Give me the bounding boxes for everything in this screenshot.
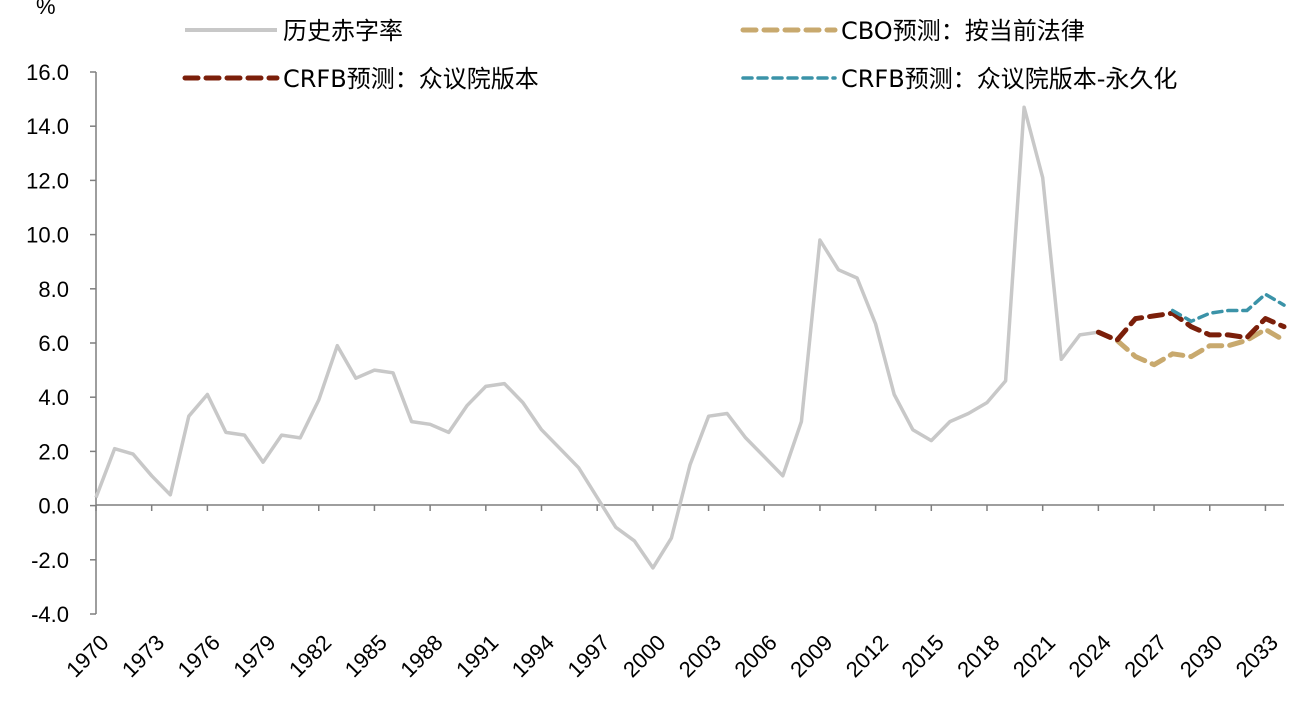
x-tick-label: 2018 xyxy=(952,630,1004,682)
y-tick-label: 2.0 xyxy=(38,439,69,464)
series-line-1 xyxy=(94,105,1099,570)
y-tick-label: -4.0 xyxy=(31,602,69,627)
x-tick-label: 2021 xyxy=(1008,630,1060,682)
x-tick-label: 2003 xyxy=(674,630,726,682)
x-tick-label: 2033 xyxy=(1231,630,1283,682)
y-tick-label: 8.0 xyxy=(38,277,69,302)
x-tick-label: 1970 xyxy=(61,630,113,682)
x-tick-label: 2009 xyxy=(785,630,837,682)
series-line-4 xyxy=(1170,292,1286,324)
x-tick-label: 2030 xyxy=(1175,630,1227,682)
y-axis-unit-label: % xyxy=(36,0,56,19)
x-tick-label: 2024 xyxy=(1064,630,1116,682)
x-tick-label: 1994 xyxy=(507,630,559,682)
x-tick-label: 1988 xyxy=(395,630,447,682)
x-tick-label: 1991 xyxy=(451,630,503,682)
x-tick-label: 1973 xyxy=(117,630,169,682)
x-tick-label: 2012 xyxy=(841,630,893,682)
x-tick-label: 1985 xyxy=(340,630,392,682)
legend-label-2: CBO预测：按当前法律 xyxy=(841,17,1085,45)
series-line-2 xyxy=(1095,326,1287,368)
x-tick-label: 1997 xyxy=(562,630,614,682)
y-tick-label: 10.0 xyxy=(26,223,69,248)
legend: 历史赤字率 CBO预测：按当前法律 CRFB预测：众议院版本 CRFB预测：众议院版本… xyxy=(182,17,1177,93)
y-tick-label: 14.0 xyxy=(26,114,69,139)
y-axis: 16.0 14.0 12.0 10.0 8.0 6.0 4.0 2.0 0.0 -2.0 -4.0 xyxy=(26,60,97,627)
y-tick-label: 6.0 xyxy=(38,331,69,356)
x-tick-label: 1979 xyxy=(228,630,280,682)
series-layer xyxy=(94,105,1287,570)
series-line-3 xyxy=(1095,310,1287,343)
x-tick-label: 2006 xyxy=(729,630,781,682)
legend-label-3: CRFB预测：众议院版本 xyxy=(283,65,539,93)
y-tick-label: 4.0 xyxy=(38,385,69,410)
x-tick-label: 2000 xyxy=(618,630,670,682)
y-tick-label: 16.0 xyxy=(26,60,69,85)
y-tick-label: 0.0 xyxy=(38,494,69,519)
y-tick-label: 12.0 xyxy=(26,168,69,193)
y-tick-label: -2.0 xyxy=(31,548,69,573)
x-tick-label: 2027 xyxy=(1119,630,1171,682)
legend-label-4: CRFB预测：众议院版本-永久化 xyxy=(841,65,1177,93)
x-tick-label: 1982 xyxy=(284,630,336,682)
x-tick-label: 2015 xyxy=(897,630,949,682)
x-tick-label: 1976 xyxy=(173,630,225,682)
legend-label-1: 历史赤字率 xyxy=(283,17,403,45)
